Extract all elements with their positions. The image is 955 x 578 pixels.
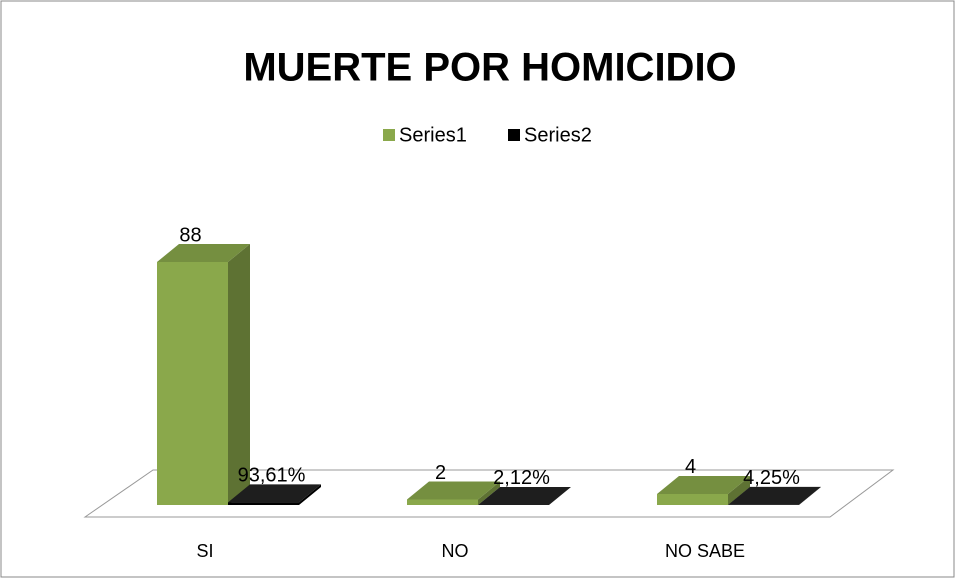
bar-side: [228, 244, 250, 505]
bar-side: [478, 481, 500, 505]
data-label: 4,25%: [743, 467, 800, 489]
bar-side: [799, 486, 821, 505]
bar: [657, 475, 750, 505]
bar-top: [407, 481, 500, 500]
chart-title: MUERTE POR HOMICIDIO: [243, 46, 736, 90]
data-label: 88: [179, 224, 201, 246]
bar-top: [478, 486, 571, 505]
bar-top: [228, 484, 321, 503]
x-tick-label: SI: [196, 541, 213, 561]
bar: [728, 486, 821, 505]
x-tick-label: NO SABE: [665, 541, 745, 561]
bar: [478, 486, 571, 505]
bar: [157, 244, 250, 505]
legend-label: Series2: [524, 124, 592, 146]
legend-swatch: [508, 129, 520, 141]
data-label: 2: [435, 462, 446, 484]
bar-front: [228, 502, 299, 505]
bar-top: [728, 486, 821, 505]
legend-label: Series1: [399, 124, 467, 146]
x-tick-label: NO: [442, 541, 469, 561]
bar-side: [728, 475, 750, 505]
bar-front: [657, 493, 728, 505]
bar-top: [657, 475, 750, 494]
legend-swatch: [383, 129, 395, 141]
data-label: 2,12%: [493, 467, 550, 489]
bar-side: [549, 486, 571, 505]
bar-front: [407, 499, 478, 505]
bar: [407, 481, 500, 505]
bar-top: [157, 244, 250, 262]
bar-front: [157, 262, 228, 505]
bar: [228, 484, 321, 505]
data-label: 4: [685, 456, 696, 478]
data-label: 93,61%: [238, 465, 306, 487]
bar-side: [299, 484, 321, 505]
